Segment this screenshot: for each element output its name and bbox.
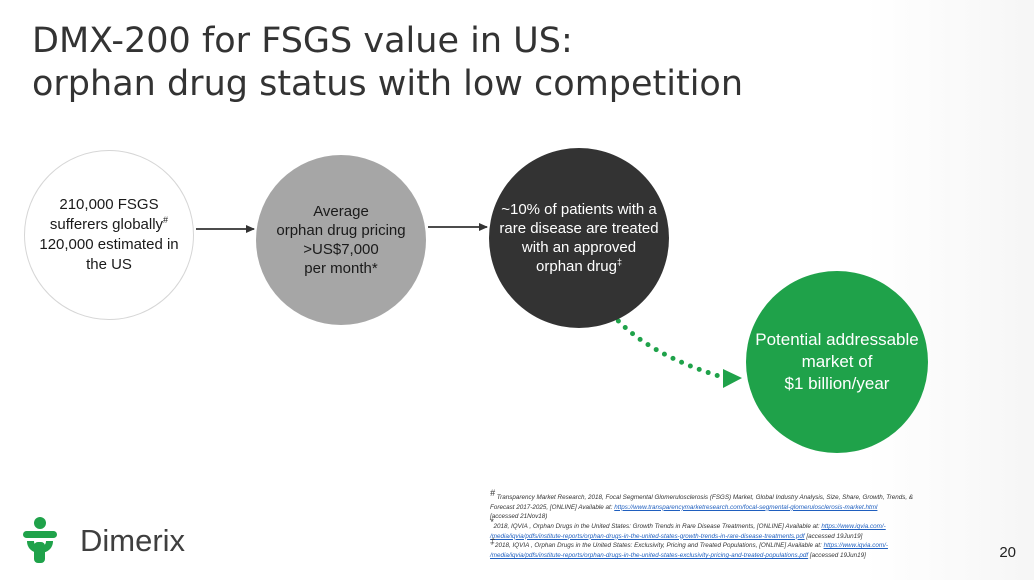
market-line-3: $1 billion/year	[784, 374, 890, 393]
fsgs-sufferers-text: 210,000 FSGS sufferers globally	[49, 196, 164, 233]
treated-patients-circle: ~10% of patients with a rare disease are…	[489, 148, 669, 328]
footnote-mark-double-dagger: ‡	[616, 257, 622, 267]
slide-title: DMX-200 for FSGS value in US: orphan dru…	[32, 20, 743, 106]
reference-3-text: 2018, IQVIA , Orphan Drugs in the United…	[495, 542, 824, 550]
reference-3-line-1: ‡2018, IQVIA , Orphan Drugs in the Unite…	[490, 537, 1010, 551]
us-estimate-text: 120,000 estimated in the US	[39, 236, 179, 273]
references: # Transparency Market Research, 2018, Fo…	[490, 489, 1010, 561]
reference-1-line-1: # Transparency Market Research, 2018, Fo…	[490, 489, 1010, 503]
slide-title-line-2: orphan drug status with low competition	[32, 64, 744, 104]
treated-patients-text: ~10% of patients with a rare disease are…	[499, 201, 659, 275]
reference-2-link-part-1[interactable]: https://www.iqvia.com/-	[821, 522, 886, 530]
dotted-arrow-step3-to-step4	[609, 311, 742, 388]
reference-1-text-2: Forecast 2017-2025, [ONLINE] Available a…	[490, 503, 615, 511]
reference-3-link-part-1[interactable]: https://www.iqvia.com/-	[823, 542, 888, 550]
reference-2-line-2: /media/iqvia/pdfs/institute-reports/orph…	[490, 532, 1010, 542]
pricing-line-1: Average	[313, 203, 369, 220]
page-number: 20	[999, 544, 1016, 561]
reference-3-mark: ‡	[490, 536, 496, 547]
reference-3-link-part-2[interactable]: /media/iqvia/pdfs/institute-reports/orph…	[490, 551, 809, 559]
reference-1-line-2: Forecast 2017-2025, [ONLINE] Available a…	[490, 503, 1010, 513]
logo-wordmark: Dimerix	[80, 523, 186, 558]
reference-3-line-2: /media/iqvia/pdfs/institute-reports/orph…	[490, 551, 1010, 561]
market-line-2: market of	[801, 352, 873, 371]
reference-1-text: Transparency Market Research, 2018, Foca…	[495, 494, 914, 502]
footnote-mark-hash: #	[163, 215, 169, 225]
reference-2-line-1: *2018, IQVIA , Orphan Drugs in the Unite…	[490, 517, 1010, 532]
reference-2-mark: *	[490, 516, 494, 527]
pricing-line-3: >US$7,000	[303, 241, 379, 258]
addressable-market-circle: Potential addressable market of $1 billi…	[746, 271, 928, 453]
pricing-line-2: orphan drug pricing	[276, 222, 406, 239]
market-line-1: Potential addressable	[755, 330, 919, 349]
reference-1-line-3: [accessed 21Nov18)	[490, 513, 548, 521]
reference-2-accessed: [accessed 19Jun19]	[804, 532, 863, 540]
fsgs-sufferers-circle: 210,000 FSGS sufferers globally# 120,000…	[24, 150, 194, 320]
reference-3-accessed: [accessed 19Jun19]	[808, 551, 866, 559]
person-plus-icon	[23, 517, 57, 563]
reference-2-link-part-2[interactable]: /media/iqvia/pdfs/institute-reports/orph…	[490, 532, 805, 540]
reference-1-link[interactable]: https://www.transparencymarketresearch.c…	[614, 503, 878, 511]
slide-title-line-1: DMX-200 for FSGS value in US:	[32, 21, 573, 61]
orphan-drug-pricing-circle: Average orphan drug pricing >US$7,000 pe…	[256, 155, 426, 325]
reference-2-text: 2018, IQVIA , Orphan Drugs in the United…	[493, 522, 822, 530]
pricing-line-4: per month*	[304, 260, 378, 277]
reference-1-mark: #	[490, 488, 496, 498]
